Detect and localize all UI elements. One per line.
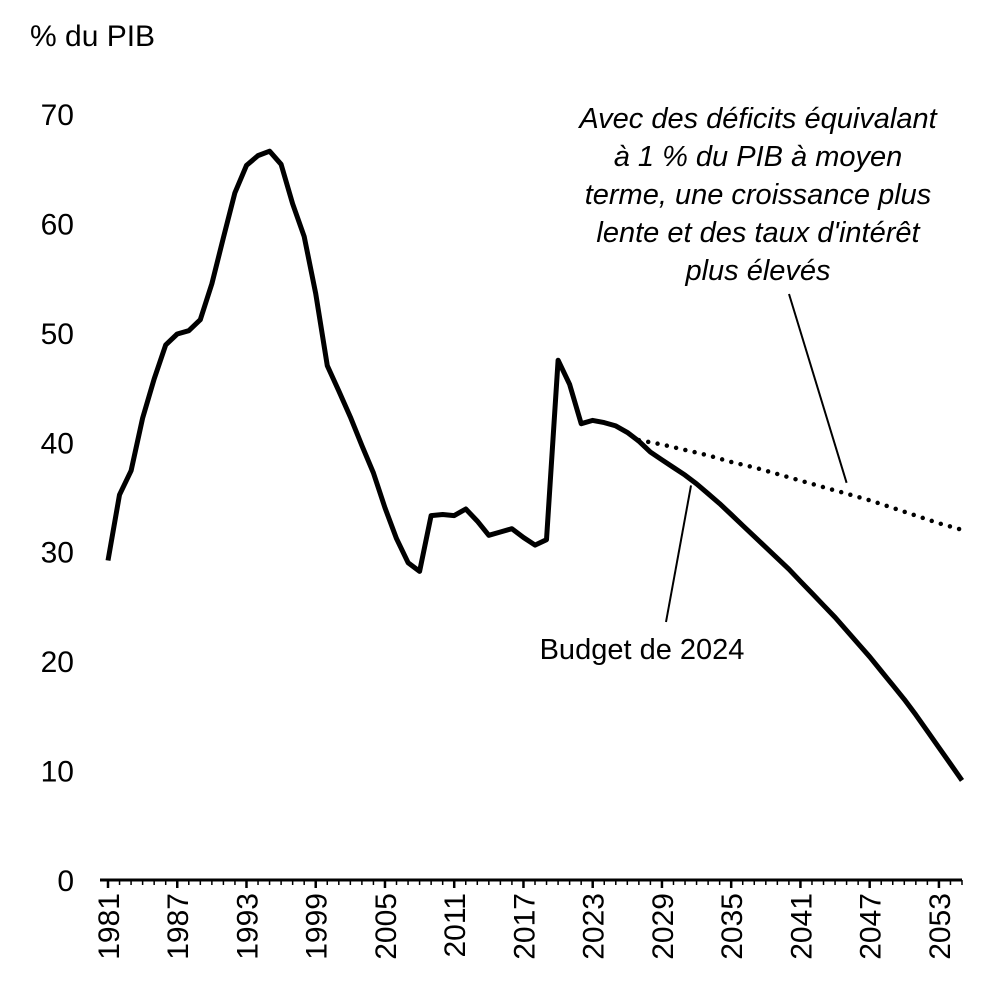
x-tick-label: 2041 [785, 893, 818, 960]
scenario-leader-line [788, 293, 848, 484]
y-axis-tick-labels: 0 10 20 30 40 50 60 70 [41, 99, 74, 898]
x-tick-label: 2035 [716, 893, 749, 960]
scenario-annotation-line: lente et des taux d'intérêt [596, 217, 921, 249]
x-tick-label: 2011 [439, 893, 472, 958]
x-tick-label: 1993 [231, 893, 264, 960]
budget-2024-annotation: Budget de 2024 [540, 634, 745, 666]
y-tick-label: 60 [41, 208, 74, 241]
x-tick-label: 1987 [162, 893, 195, 960]
x-tick-label: 2029 [647, 893, 680, 960]
x-tick-label: 2053 [924, 893, 957, 960]
scenario-annotation-line: terme, une croissance plus [585, 179, 932, 211]
y-tick-label: 20 [41, 646, 74, 679]
series-group [105, 148, 965, 782]
y-tick-label: 0 [57, 865, 74, 898]
x-tick-label: 2023 [578, 893, 611, 960]
x-tick-label: 1999 [301, 893, 334, 960]
x-tick-label: 1981 [93, 893, 126, 960]
scenario-dotted-line [636, 437, 965, 533]
scenario-annotation-line: plus élevés [684, 255, 830, 287]
y-tick-label: 50 [41, 318, 74, 351]
x-axis: 1981 1987 1993 1999 2005 2011 2017 2023 2029 2035… [93, 878, 963, 960]
x-tick-label: 2005 [370, 893, 403, 960]
y-tick-label: 70 [41, 99, 74, 132]
budget-leader-line [665, 485, 693, 623]
y-tick-label: 40 [41, 427, 74, 460]
x-tick-label: 2047 [855, 893, 888, 960]
scenario-annotation-line: Avec des déficits équivalant [577, 103, 938, 135]
y-tick-label: 30 [41, 537, 74, 570]
budget-2024-line [105, 148, 965, 782]
scenario-annotation-line: à 1 % du PIB à moyen [614, 141, 903, 173]
y-axis-label: % du PIB [30, 20, 155, 53]
x-tick-label: 2017 [508, 893, 541, 960]
y-tick-label: 10 [41, 756, 74, 789]
annotations-group: Avec des déficits équivalant à 1 % du PIB… [540, 103, 939, 666]
